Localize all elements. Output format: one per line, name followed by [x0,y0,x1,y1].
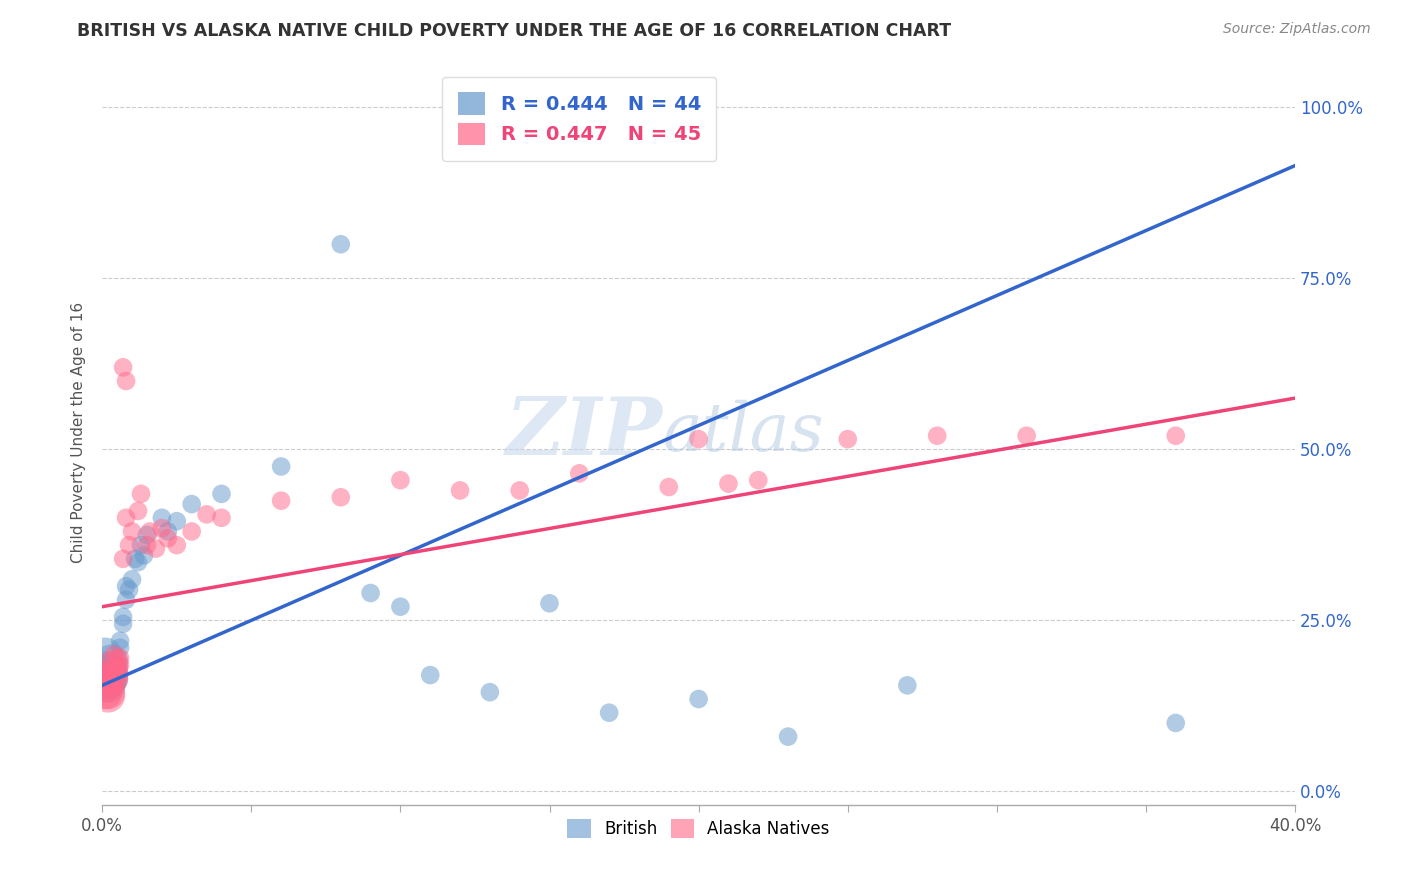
Point [156,524,179,539]
Point [270,459,292,474]
Point [108,657,131,672]
Point [100,654,122,668]
Point [97,672,120,686]
Point [100,672,122,686]
Point [127,555,149,569]
Point [449,483,471,498]
Point [509,483,531,498]
Point [136,528,159,542]
Point [108,651,131,665]
Point [195,508,218,522]
Point [97,678,120,692]
Point [94,648,117,662]
Text: ZIP: ZIP [506,393,662,471]
Point [105,661,128,675]
Point [166,538,188,552]
Point [211,510,233,524]
Point [100,665,122,679]
Point [180,524,202,539]
Point [927,428,949,442]
Point [688,692,710,706]
Point [166,514,188,528]
Point [121,572,143,586]
Point [132,549,155,563]
Point [105,651,128,665]
Point [156,531,179,545]
Point [145,541,167,556]
Point [100,672,122,686]
Point [103,665,125,679]
Y-axis label: Child Poverty Under the Age of 16: Child Poverty Under the Age of 16 [72,301,86,563]
Point [419,668,441,682]
Point [136,538,159,552]
Point [896,678,918,692]
Point [97,685,120,699]
Legend: British, Alaska Natives: British, Alaska Natives [561,813,837,845]
Point [112,610,135,624]
Point [105,674,128,689]
Point [129,487,152,501]
Point [329,237,352,252]
Point [115,579,138,593]
Point [103,672,125,686]
Point [103,668,125,682]
Point [112,360,135,375]
Point [127,504,149,518]
Point [270,493,292,508]
Text: BRITISH VS ALASKA NATIVE CHILD POVERTY UNDER THE AGE OF 16 CORRELATION CHART: BRITISH VS ALASKA NATIVE CHILD POVERTY U… [77,22,952,40]
Point [118,582,141,597]
Point [129,538,152,552]
Point [100,661,122,675]
Point [150,521,173,535]
Text: atlas: atlas [662,400,824,465]
Point [103,661,125,675]
Text: Source: ZipAtlas.com: Source: ZipAtlas.com [1223,22,1371,37]
Point [360,586,382,600]
Point [108,640,131,655]
Point [150,510,173,524]
Point [115,374,138,388]
Point [478,685,501,699]
Point [778,730,800,744]
Point [598,706,620,720]
Point [538,596,561,610]
Point [389,599,412,614]
Point [118,538,141,552]
Point [108,633,131,648]
Point [688,432,710,446]
Point [112,616,135,631]
Point [658,480,681,494]
Point [1164,428,1187,442]
Point [112,551,135,566]
Point [568,467,591,481]
Point [97,689,120,703]
Point [717,476,740,491]
Point [139,524,162,539]
Point [124,551,146,566]
Point [837,432,859,446]
Point [105,657,128,672]
Point [105,665,128,679]
Point [103,648,125,662]
Point [1164,715,1187,730]
Point [94,661,117,675]
Point [100,668,122,682]
Point [115,592,138,607]
Point [1015,428,1038,442]
Point [180,497,202,511]
Point [747,473,769,487]
Point [94,685,117,699]
Point [389,473,412,487]
Point [97,665,120,679]
Point [211,487,233,501]
Point [329,490,352,504]
Point [94,678,117,692]
Point [97,674,120,689]
Point [121,524,143,539]
Point [115,510,138,524]
